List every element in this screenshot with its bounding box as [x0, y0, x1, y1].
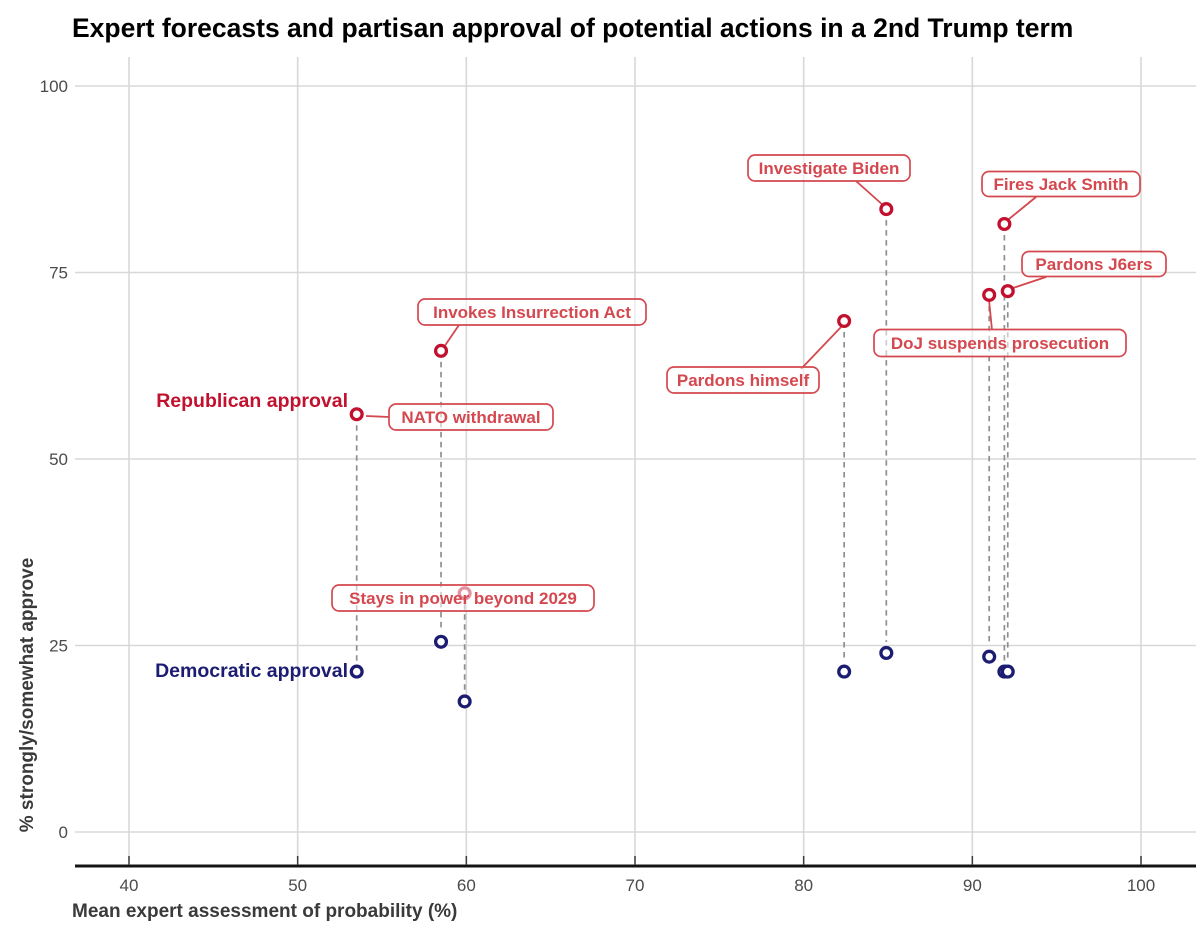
democratic-point — [457, 694, 472, 709]
democratic-point — [837, 664, 852, 679]
x-tick-label: 100 — [1127, 876, 1155, 895]
leader-line — [988, 299, 993, 331]
x-tick-label: 40 — [120, 876, 139, 895]
republican-point — [982, 287, 997, 302]
action-label-text: Fires Jack Smith — [993, 175, 1128, 194]
action-label-text: Invokes Insurrection Act — [433, 303, 631, 322]
x-tick-label: 70 — [626, 876, 645, 895]
democratic-point — [349, 664, 364, 679]
x-tick-label: 80 — [794, 876, 813, 895]
x-tick-label: 60 — [457, 876, 476, 895]
x-tick-label: 90 — [963, 876, 982, 895]
democratic-point — [982, 649, 997, 664]
action-label-text: NATO withdrawal — [401, 408, 540, 427]
series-annotation: Republican approval — [156, 390, 348, 412]
y-tick-label: 0 — [59, 823, 68, 842]
republican-point — [879, 202, 894, 217]
action-label-box — [417, 298, 647, 326]
action-label-box — [747, 154, 911, 182]
democratic-point — [433, 634, 449, 649]
y-tick-label: 25 — [49, 637, 68, 656]
action-label-box — [388, 403, 554, 431]
y-axis-title: % strongly/somewhat approve — [17, 558, 38, 833]
y-tick-label: 75 — [49, 264, 68, 283]
leader-line — [800, 325, 843, 370]
republican-point — [997, 216, 1012, 232]
republican-point — [433, 343, 449, 358]
action-label-box — [1021, 250, 1167, 278]
leader-line — [855, 180, 885, 207]
chart-title: Expert forecasts and partisan approval o… — [72, 13, 1073, 43]
leader-line — [1012, 276, 1047, 289]
republican-point — [837, 313, 852, 329]
republican-point — [1000, 284, 1015, 299]
action-label-text: Stays in power beyond 2029 — [349, 589, 577, 608]
action-label-box — [873, 328, 1127, 358]
democratic-point — [1000, 664, 1015, 679]
action-label-box — [666, 366, 820, 394]
y-tick-label: 50 — [49, 450, 68, 469]
action-label-text: Investigate Biden — [759, 159, 900, 178]
action-label-text: Pardons J6ers — [1035, 255, 1152, 274]
action-label-text: Pardons himself — [677, 371, 810, 390]
y-tick-label: 100 — [40, 77, 68, 96]
democratic-point — [879, 645, 894, 661]
leader-line — [1008, 196, 1037, 220]
republican-point — [349, 407, 364, 422]
plot-area: 40 50 60 70 80 90 100 0 25 50 75 100 NATO withdrawal… — [40, 57, 1196, 895]
leader-line — [365, 415, 390, 418]
leader-line — [443, 324, 460, 348]
action-label-box — [981, 170, 1141, 198]
series-annotation: Democratic approval — [155, 660, 348, 682]
x-axis-title: Mean expert assessment of probability (%… — [72, 901, 457, 922]
action-label-text: DoJ suspends prosecution — [891, 334, 1109, 353]
x-tick-label: 50 — [288, 876, 307, 895]
action-label-box — [331, 584, 595, 612]
